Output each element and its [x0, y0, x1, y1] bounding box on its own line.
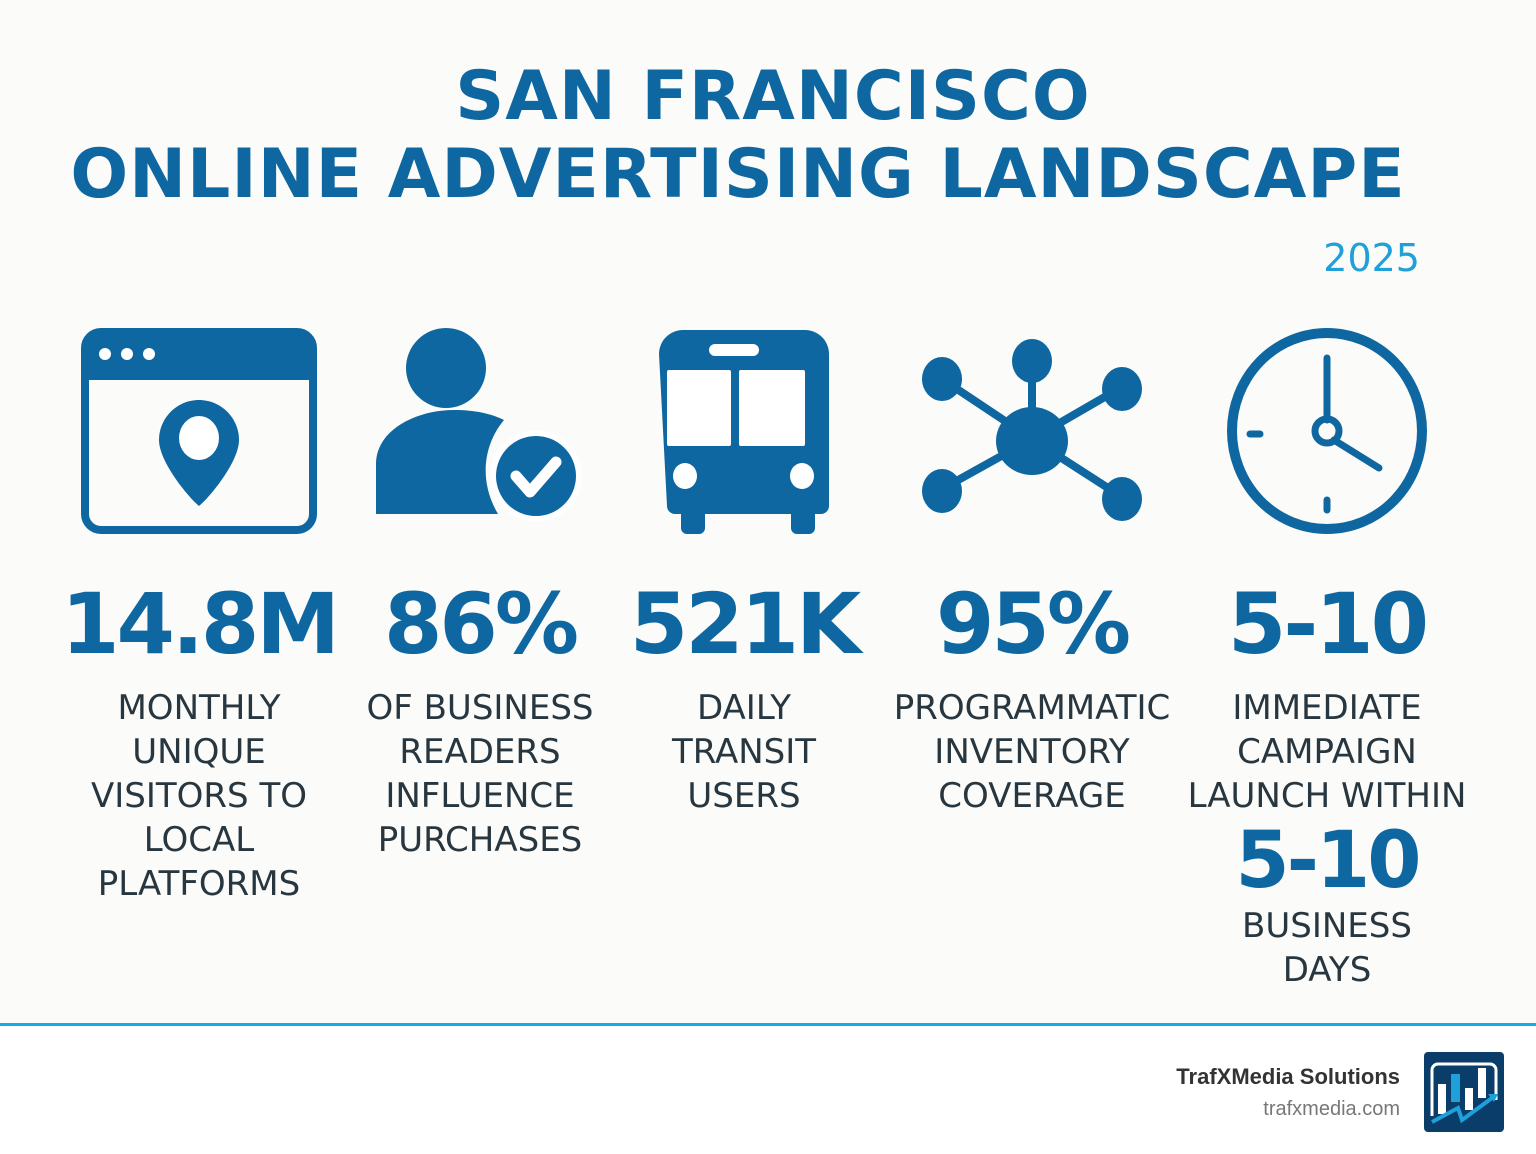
- stat-value: 5-10: [1227, 575, 1429, 673]
- footer: [0, 1026, 1536, 1154]
- footer-divider: [0, 1023, 1536, 1026]
- stat-secondary-value: 5-10: [1235, 816, 1421, 906]
- stat-business-readers: 86% OF BUSINESS READERS INFLUENCE PURCHA…: [360, 326, 600, 862]
- stat-monthly-visitors: 14.8M MONTHLY UNIQUE VISITORS TO LOCAL P…: [61, 326, 340, 906]
- stat-label: MONTHLY UNIQUE VISITORS TO LOCAL PLATFOR…: [91, 688, 307, 904]
- stat-transit-users: 521K DAILY TRANSIT USERS: [624, 326, 864, 818]
- title-line-2: ONLINE ADVERTISING LANDSCAPE: [70, 135, 1406, 214]
- stat-secondary-label: BUSINESS DAYS: [1242, 906, 1412, 990]
- stat-value: 86%: [383, 575, 579, 673]
- stat-programmatic-coverage: 95% PROGRAMMATIC INVENTORY COVERAGE: [894, 326, 1170, 818]
- network-hub-icon: [912, 326, 1152, 536]
- stat-label: DAILY TRANSIT USERS: [671, 688, 817, 816]
- year-label: 2025: [1323, 236, 1420, 280]
- stat-campaign-launch: 5-10 IMMEDIATE CAMPAIGN LAUNCH WITHIN 5-…: [1188, 326, 1466, 992]
- brand-name: TrafXMedia Solutions: [1176, 1064, 1400, 1089]
- stat-label: PROGRAMMATIC INVENTORY COVERAGE: [893, 688, 1171, 816]
- browser-location-pin-icon: [79, 326, 319, 536]
- bus-icon: [624, 326, 864, 536]
- bar-chart-growth-icon: [1424, 1052, 1504, 1132]
- user-check-icon: [360, 326, 600, 536]
- stat-value: 14.8M: [61, 575, 340, 673]
- stat-value: 95%: [935, 575, 1131, 673]
- stat-value: 521K: [629, 575, 861, 673]
- stat-label: IMMEDIATE CAMPAIGN LAUNCH WITHIN: [1187, 688, 1467, 816]
- brand-url[interactable]: trafxmedia.com: [1263, 1098, 1400, 1120]
- page-title: SAN FRANCISCO ONLINE ADVERTISING LANDSCA…: [0, 58, 1536, 214]
- title-line-1: SAN FRANCISCO: [455, 57, 1091, 136]
- clock-icon: [1207, 326, 1447, 536]
- stat-label: OF BUSINESS READERS INFLUENCE PURCHASES: [366, 688, 594, 860]
